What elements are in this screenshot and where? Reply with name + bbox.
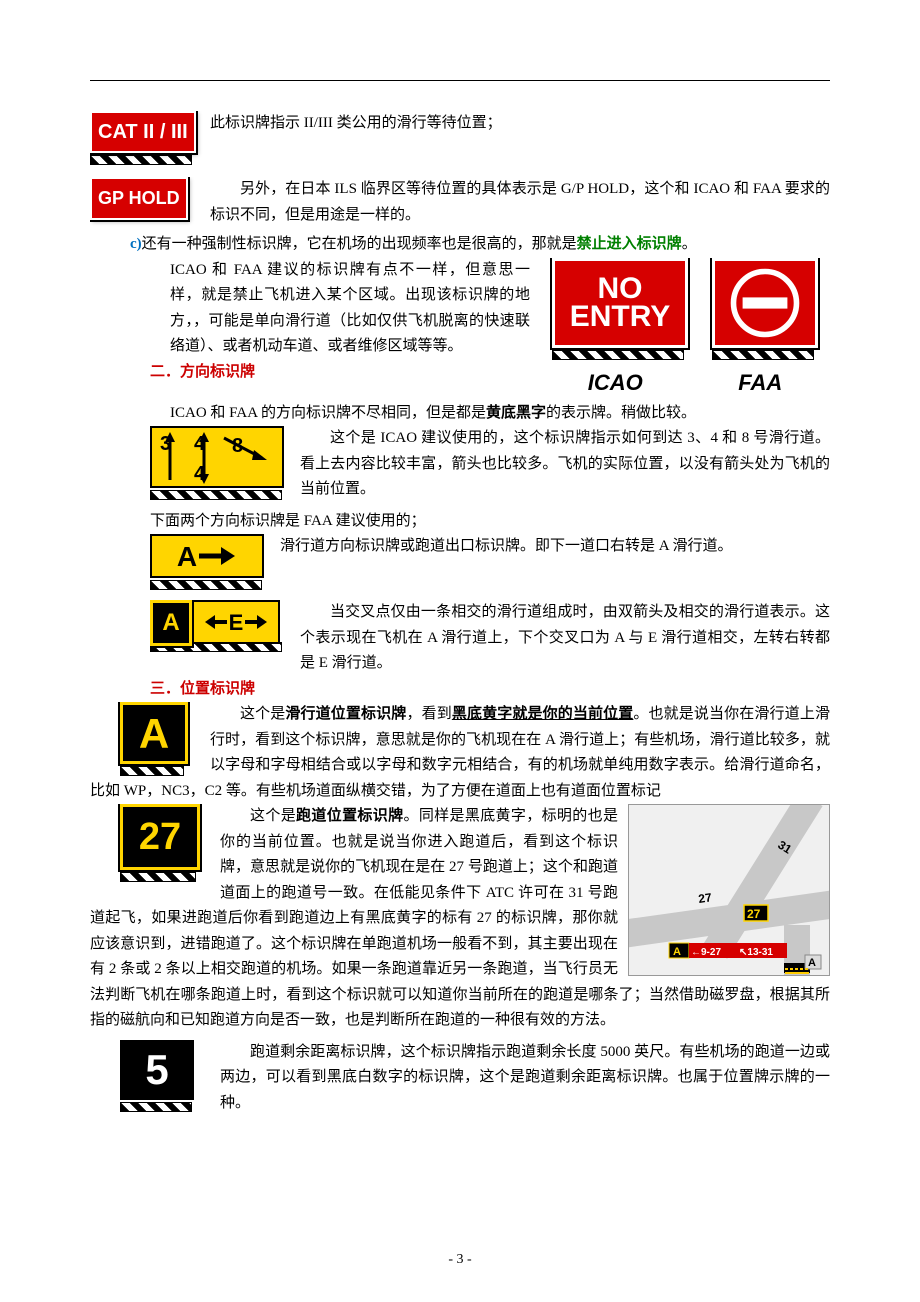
text-loc1d: 黑底黄字就是你的当前位置 [452, 706, 634, 722]
block-icao-dir: 3 4 4 8 这个是 ICAO 建议使用的，这个标识牌指示如何到达 3、4 和… [150, 426, 830, 503]
noentry-faa-base [712, 350, 814, 360]
sign-gphold: GP HOLD [90, 177, 200, 220]
noentry-icao-sign: NO ENTRY [552, 258, 688, 348]
arrow-right-icon-2 [243, 610, 267, 634]
text-dir1a: ICAO 和 FAA 的方向标识牌不尽相同，但是都是 [170, 405, 486, 421]
map-svg: 27 31 27 A ←9-27 ↖13-31 A [629, 805, 829, 975]
label-icao: ICAO [588, 364, 643, 401]
page-number: - 3 - [90, 1248, 830, 1272]
sign-AE-E-text: E [229, 604, 244, 641]
sign-faa-A-text: A [177, 534, 197, 580]
sign-cat-base [90, 155, 192, 165]
block-loc-27: 27 31 27 A ←9-27 ↖13-31 A 27 [90, 804, 830, 1034]
text-line3b: 禁止进入标识牌 [577, 236, 682, 252]
text-dir1: ICAO 和 FAA 的方向标识牌不尽相同，但是都是黄底黑字的表示牌。稍做比较。 [170, 401, 830, 427]
arrow-left-icon [205, 610, 229, 634]
svg-text:A: A [673, 946, 681, 958]
noentry-faa-col [712, 258, 818, 360]
sign-remain5: 5 [120, 1040, 210, 1112]
noentry-row: NO ENTRY [540, 258, 830, 360]
text-line2: 另外，在日本 ILS 临界区等待位置的具体表示是 G/P HOLD，这个和 IC… [210, 177, 830, 228]
sign-faa-AE-face: A E [150, 600, 280, 640]
noentry-figure: NO ENTRY ICAO FAA [540, 258, 830, 401]
noentry-icao-col: NO ENTRY [552, 258, 688, 360]
sign-icao-dir-base [150, 490, 282, 500]
noentry-icao-base [552, 350, 684, 360]
c-prefix: c) [130, 236, 142, 252]
text-loc1c: ，看到 [406, 706, 451, 722]
svg-text:27: 27 [747, 907, 761, 921]
sign-icao-dir: 3 4 4 8 [150, 426, 290, 500]
text-loc2a: 这个是 [250, 808, 296, 824]
text-c-line: c)还有一种强制性标识牌，它在机场的出现频率也是很高的，那就是禁止进入标识牌。 [130, 232, 830, 258]
sign-rwy27-base [120, 872, 196, 882]
sign-icao-dir-face: 3 4 4 8 [150, 426, 284, 488]
text-line3a: 还有一种强制性标识牌，它在机场的出现频率也是很高的，那就是 [142, 236, 577, 252]
page-container: CAT II / III 此标识牌指示 II/III 类公用的滑行等待位置； G… [0, 0, 920, 1302]
svg-text:4: 4 [194, 463, 206, 485]
sign-gphold-face: GP HOLD [90, 177, 188, 220]
text-dir1b: 黄底黑字 [486, 405, 546, 421]
sign-AE-E: E [192, 600, 280, 644]
block-noentry: NO ENTRY ICAO FAA ICAO 和 FA [90, 258, 830, 401]
block-faa-A: A 滑行道方向标识牌或跑道出口标识牌。即下一道口右转是 A 滑行道。 [150, 534, 830, 590]
noentry-labels: ICAO FAA [540, 364, 830, 401]
sign-faa-A-face: A [150, 534, 264, 578]
sign-cat-face: CAT II / III [90, 111, 196, 153]
arrow-right-icon [197, 541, 237, 571]
sign-loc-A-face: A [120, 702, 188, 764]
noentry-faa-sign [712, 258, 818, 348]
sign-remain5-face: 5 [120, 1040, 194, 1100]
text-loc1a: 这个是 [240, 706, 285, 722]
label-faa: FAA [738, 364, 782, 401]
svg-text:←9-27: ←9-27 [691, 947, 721, 958]
text-dir4: 滑行道方向标识牌或跑道出口标识牌。即下一道口右转是 A 滑行道。 [280, 534, 830, 560]
text-dir5: 当交叉点仅由一条相交的滑行道组成时，由双箭头及相交的滑行道表示。这个表示现在飞机… [300, 600, 830, 677]
block-faa-AE: A E 当交叉点仅由一条相交的滑行道组成时，由双箭头及相交的滑行道表示。这个表示… [150, 600, 830, 677]
sign-faa-A: A [150, 534, 270, 590]
map-diagram: 27 31 27 A ←9-27 ↖13-31 A [628, 804, 830, 976]
sign-faa-AE: A E [150, 600, 290, 652]
text-line3c: 。 [682, 236, 697, 252]
text-dir3: 下面两个方向标识牌是 FAA 建议使用的； [150, 509, 830, 535]
svg-text:A: A [808, 957, 816, 969]
block-cat: CAT II / III 此标识牌指示 II/III 类公用的滑行等待位置； [90, 111, 830, 165]
no-entry-icon [730, 268, 800, 338]
text-loc1b: 滑行道位置标识牌 [285, 706, 406, 722]
header-rule [90, 80, 830, 81]
svg-text:27: 27 [697, 891, 712, 907]
block-remain5: 5 跑道剩余距离标识牌，这个标识牌指示跑道剩余长度 5000 英尺。有些机场的跑… [90, 1040, 830, 1117]
text-dir1c: 的表示牌。稍做比较。 [546, 405, 696, 421]
sign-rwy27: 27 [120, 804, 210, 882]
text-dir2: 这个是 ICAO 建议使用的，这个标识牌指示如何到达 3、4 和 8 号滑行道。… [300, 426, 830, 503]
text-loc1: 这个是滑行道位置标识牌，看到黑底黄字就是你的当前位置。也就是说当你在滑行道上滑行… [90, 702, 830, 804]
block-loc-A: A 这个是滑行道位置标识牌，看到黑底黄字就是你的当前位置。也就是说当你在滑行道上… [90, 702, 830, 804]
text-line1: 此标识牌指示 II/III 类公用的滑行等待位置； [210, 111, 830, 137]
sign-rwy27-face: 27 [120, 804, 200, 870]
sign-faa-A-base [150, 580, 262, 590]
svg-text:↖13-31: ↖13-31 [739, 947, 773, 958]
heading-3: 三．位置标识牌 [150, 677, 830, 703]
sign-cat: CAT II / III [90, 111, 200, 165]
sign-loc-A: A [120, 702, 200, 776]
text-loc2b: 跑道位置标识牌 [296, 808, 403, 824]
icao-dir-svg: 3 4 4 8 [152, 428, 282, 486]
svg-text:8: 8 [232, 435, 243, 457]
sign-AE-A: A [150, 600, 192, 646]
block-gphold: GP HOLD 另外，在日本 ILS 临界区等待位置的具体表示是 G/P HOL… [90, 177, 830, 228]
